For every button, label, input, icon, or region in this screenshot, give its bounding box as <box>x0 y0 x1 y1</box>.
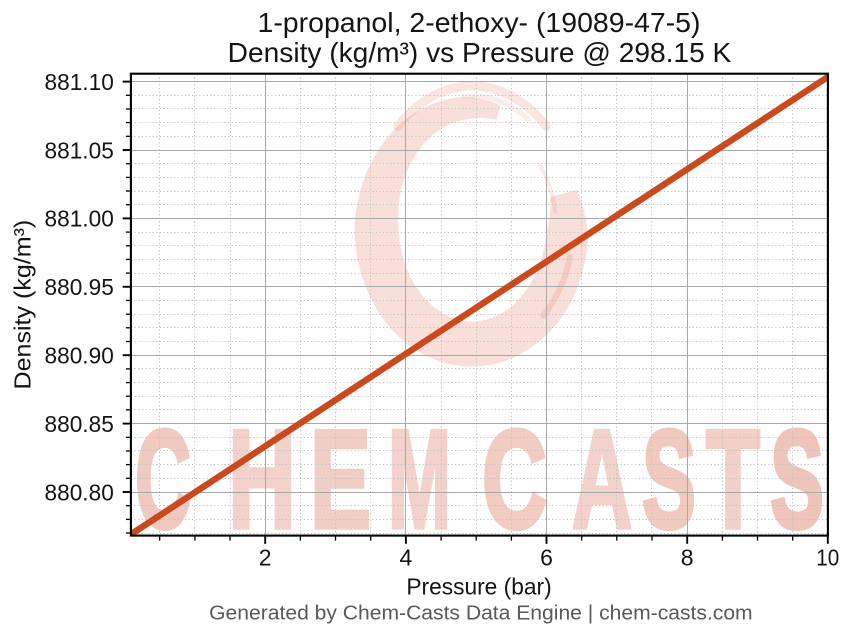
svg-text:6: 6 <box>540 545 553 571</box>
svg-text:10: 10 <box>816 545 839 571</box>
svg-text:4: 4 <box>400 545 413 571</box>
svg-text:C: C <box>135 401 191 558</box>
svg-text:880.90: 880.90 <box>45 343 114 369</box>
svg-text:Density (kg/m³) vs Pressure @: Density (kg/m³) vs Pressure @ 298.15 K <box>228 37 732 68</box>
svg-text:Pressure (bar): Pressure (bar) <box>406 573 551 599</box>
svg-text:880.80: 880.80 <box>45 479 114 505</box>
svg-text:Generated by Chem-Casts Data E: Generated by Chem-Casts Data Engine | ch… <box>209 603 753 625</box>
svg-text:881.00: 881.00 <box>45 206 114 232</box>
svg-text:880.95: 880.95 <box>45 274 114 300</box>
svg-text:881.10: 881.10 <box>45 69 114 95</box>
svg-text:881.05: 881.05 <box>45 137 114 163</box>
svg-text:880.85: 880.85 <box>45 411 114 437</box>
svg-text:8: 8 <box>681 545 694 571</box>
svg-text:1-propanol, 2-ethoxy- (19089-4: 1-propanol, 2-ethoxy- (19089-47-5) <box>258 7 701 38</box>
svg-text:Density (kg/m³): Density (kg/m³) <box>10 220 36 390</box>
svg-text:2: 2 <box>259 545 272 571</box>
